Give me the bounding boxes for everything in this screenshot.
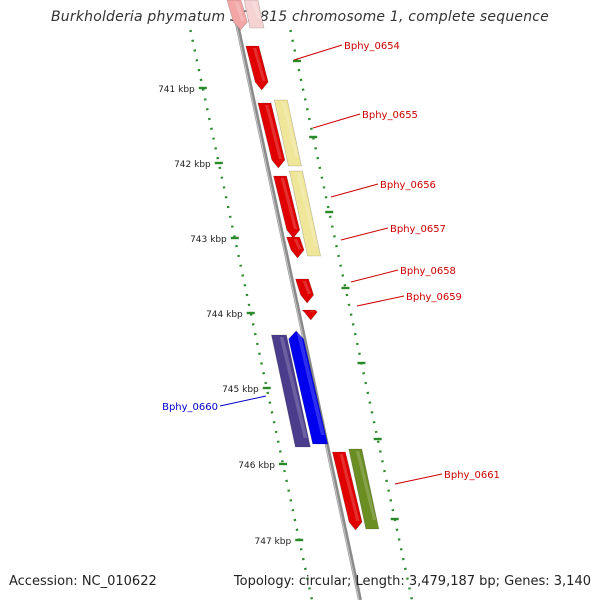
ruler-line-right [289,29,414,600]
gene-label: Bphy_0660 [162,402,218,413]
gene-feature-yellow-shade [296,173,319,247]
gene-label: Bphy_0657 [390,224,446,235]
gene-feature-bphy-0659-shade [309,311,315,312]
gene-label: Bphy_0655 [362,110,418,121]
ruler-tick-label: 744 kbp [206,310,243,320]
ruler-tick-label: 743 kbp [190,235,227,245]
gene-label: Bphy_0659 [406,292,462,303]
gene-leader-line [219,395,267,407]
gene-feature-yellow [273,99,302,167]
ruler-tick-label: 746 kbp [238,461,275,471]
gene-feature-bphy-0658-shade [302,281,312,294]
gene-label: Bphy_0661 [444,470,500,481]
gene-leader-line [340,227,389,241]
gene-label: Bphy_0658 [400,266,456,277]
gene-feature-bphy-0656-shade [280,178,298,229]
map-title: Burkholderia phymatum STM815 chromosome … [50,9,549,25]
gene-feature-bphy-0656 [273,175,301,239]
gene-feature-bphy-0654-shade [252,48,266,81]
ruler-tick-label: 745 kbp [222,385,259,395]
ruler-tick-label: 742 kbp [174,160,211,170]
gene-feature-yellow [289,170,321,257]
gene-feature-bphy-0659 [301,309,318,321]
gene-feature-yellow-shade [281,102,299,157]
gene-leader-line [394,473,443,485]
gene-feature-olive [348,448,380,530]
gene-leader-line [293,44,343,61]
gene-feature-faded-shade [251,2,262,19]
gene-feature-bphy-0657 [286,236,305,259]
ruler-tick-label: 747 kbp [255,537,292,547]
gene-feature-purple-shade [279,337,308,438]
gene-label: Bphy_0654 [344,41,400,52]
gene-feature-bphy-0658 [295,278,314,304]
gene-leader-line [356,295,405,307]
gene-feature-faded [226,0,248,31]
gene-feature-faded-shade [234,2,245,21]
gene-leader-line [350,269,399,283]
gene-feature-bphy-0657-shade [293,239,302,249]
gene-feature-bphy-0661-shade [339,454,360,521]
gene-feature-purple [271,334,311,448]
gene-feature-faded [243,0,265,29]
topology-summary: Topology: circular; Length: 3,479,187 bp… [233,574,591,589]
gene-leader-line [312,113,361,129]
gene-feature-bphy-0660 [288,330,329,445]
gene-feature-bphy-0655 [257,102,286,169]
backbone-line [230,0,362,600]
gene-label: Bphy_0656 [380,180,436,191]
gene-feature-bphy-0654 [245,45,269,91]
ruler-tick-label: 741 kbp [158,85,195,95]
backbone-highlight [230,0,360,600]
gene-feature-bphy-0655-shade [265,105,283,159]
gene-leader-line [330,183,379,198]
gene-feature-bphy-0661 [332,451,363,531]
gene-feature-bphy-0660-shade [296,333,325,435]
accession-text: Accession: NC_010622 [9,574,157,589]
gene-feature-olive-shade [355,451,377,520]
ruler-line-left [189,29,314,600]
